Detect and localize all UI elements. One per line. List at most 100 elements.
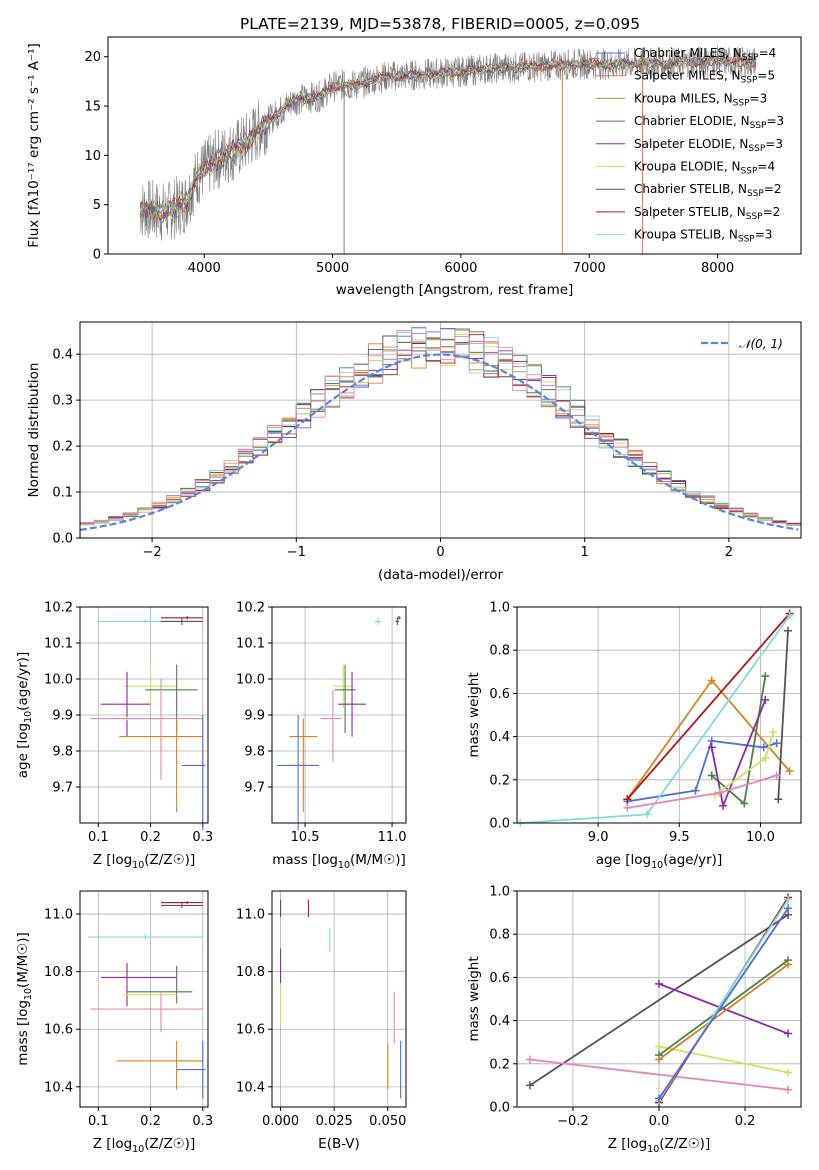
y-axis-label: Normed distribution <box>26 363 42 498</box>
legend-entry: Kroupa ELODIE, NSSP=4 <box>634 160 775 177</box>
y-tick-label: 0.4 <box>52 348 73 363</box>
series-marker <box>784 960 793 969</box>
x-tick-label: 0.025 <box>316 1114 353 1129</box>
y-tick-label: 10.4 <box>44 1080 73 1095</box>
series-marker <box>784 904 793 913</box>
mass-vs-ebv-axes: 0.000 0.025 0.050 10.4 10.6 10.8 11.0 <box>236 891 406 1129</box>
y-axis-label: mass [log10(M/M☉)] <box>15 932 34 1066</box>
y-tick-label: 0.0 <box>52 532 73 547</box>
series-marker <box>655 1055 663 1064</box>
y-axis-label: age [log10(age/yr)] <box>15 652 34 778</box>
mass-vs-ebv-points <box>280 899 402 1099</box>
errorbar-point <box>160 902 203 909</box>
mass-weight-vs-Z-axes: −0.2 0.0 0.2 0.0 0.2 0.4 0.6 0.8 1.0 <box>489 885 801 1129</box>
y-tick-label: 10.6 <box>44 1023 73 1038</box>
x-axis-label: Z [log10(Z/Z☉)] <box>608 1136 710 1155</box>
x-tick-label: 9.0 <box>588 830 609 845</box>
spectrum-axes: 4000 5000 6000 7000 8000 0 5 10 15 20 <box>84 50 734 276</box>
y-tick-label: 0.4 <box>489 1014 510 1029</box>
errorbar-point <box>100 671 151 737</box>
x-tick-label: 1 <box>581 545 589 560</box>
histogram-frame <box>79 321 802 539</box>
model-spectrum-6 <box>139 54 756 220</box>
x-tick-label: 0.1 <box>88 830 109 845</box>
series-line-8 <box>658 907 789 1099</box>
x-tick-label: 0.000 <box>262 1114 299 1129</box>
y-tick-label: 9.8 <box>52 745 73 760</box>
mass-weight-vs-Z-frame <box>516 890 802 1108</box>
series-line-2 <box>626 612 791 800</box>
spectrum-series <box>139 44 757 254</box>
legend-entry: Salpeter ELODIE, NSSP=3 <box>634 137 783 154</box>
x-tick-label: 6000 <box>444 261 477 276</box>
series-line-4 <box>658 959 789 1056</box>
age-vs-Z-axes: 0.1 0.2 0.3 9.7 9.8 9.9 10.0 10.1 10.2 <box>44 601 213 846</box>
errorbar-point <box>277 715 319 831</box>
errorbar-point <box>332 664 354 708</box>
x-axis-label: mass [log10(M/M☉)] <box>272 852 406 871</box>
x-tick-label: 7000 <box>573 261 606 276</box>
x-tick-label: 0 <box>436 545 444 560</box>
series-marker <box>769 728 778 737</box>
y-tick-label: 0.0 <box>489 817 510 832</box>
x-tick-label: 0.050 <box>369 1114 406 1129</box>
series-marker <box>784 1085 793 1094</box>
series-marker <box>715 788 724 797</box>
mass-weight-vs-age-series <box>516 609 794 827</box>
x-tick-label: 8000 <box>701 261 734 276</box>
series-marker <box>623 795 632 804</box>
series-marker <box>707 676 716 685</box>
y-tick-label: 10.2 <box>44 601 73 616</box>
x-axis-label: E(B-V) <box>318 1136 360 1152</box>
errorbar-point <box>90 991 203 1033</box>
errorbar-point <box>124 993 177 997</box>
y-tick-label: 9.7 <box>244 781 265 796</box>
y-tick-label: 0.2 <box>52 440 73 455</box>
x-tick-label: 0.0 <box>649 1114 670 1129</box>
age-vs-mass-points <box>277 616 401 831</box>
spectrum-labels: wavelength [Angstrom, rest frame] Flux [f… <box>26 43 573 298</box>
x-tick-label: −2 <box>143 545 162 560</box>
x-tick-label: 11.0 <box>378 830 407 845</box>
mass-weight-vs-age-axes: 9.0 9.5 10.0 0.0 0.2 0.4 0.6 0.8 1.0 <box>489 601 801 845</box>
series-line-8 <box>627 774 777 809</box>
x-tick-label: 0.2 <box>140 830 161 845</box>
y-tick-label: 0.0 <box>489 1101 510 1116</box>
y-tick-label: 20 <box>84 50 101 65</box>
x-tick-label: 0.1 <box>88 1114 109 1129</box>
series-marker <box>642 810 651 819</box>
y-tick-label: 1.0 <box>489 885 510 900</box>
histogram-legend: 𝒩(0, 1) <box>701 337 783 351</box>
x-axis-label: age [log10(age/yr)] <box>596 852 722 871</box>
y-tick-label: 10.6 <box>236 1023 265 1038</box>
residual-histogram-axes: −2 −1 0 1 2 0.0 0.1 0.2 0.3 0.4 <box>52 322 801 560</box>
y-tick-label: 9.9 <box>52 709 73 724</box>
mass-vs-Z-frame <box>79 890 209 1108</box>
age-vs-Z-points <box>90 616 206 831</box>
y-tick-label: 9.9 <box>244 709 265 724</box>
x-tick-label: 9.5 <box>669 830 690 845</box>
y-tick-label: 0.6 <box>489 971 510 986</box>
series-marker <box>655 1042 663 1051</box>
x-tick-label: 5000 <box>316 261 349 276</box>
errorbar-point <box>397 616 401 620</box>
y-tick-label: 9.8 <box>244 745 265 760</box>
y-tick-label: 0.4 <box>489 730 510 745</box>
figure-title: PLATE=2139, MJD=53878, FIBERID=0005, z=0… <box>240 15 640 33</box>
series-marker <box>784 1068 793 1077</box>
x-tick-label: −1 <box>287 545 306 560</box>
series-marker <box>655 979 663 988</box>
y-tick-label: 10.4 <box>236 1080 265 1095</box>
spectrum-frame <box>107 36 802 255</box>
y-axis-label: mass weight <box>466 672 482 757</box>
y-tick-label: 10.1 <box>236 637 265 652</box>
legend-entry: 𝒩(0, 1) <box>739 337 783 351</box>
x-axis-label: Z [log10(Z/Z☉)] <box>93 1136 195 1155</box>
series-marker <box>761 695 770 704</box>
series-marker <box>772 739 781 748</box>
series-marker <box>774 795 783 804</box>
errorbar-point <box>176 1040 206 1099</box>
histogram-series <box>79 326 801 531</box>
x-tick-label: 0.2 <box>140 1114 161 1129</box>
y-axis-label: Flux [fλ10⁻¹⁷ erg cm⁻² s⁻¹ A⁻¹] <box>26 43 42 248</box>
